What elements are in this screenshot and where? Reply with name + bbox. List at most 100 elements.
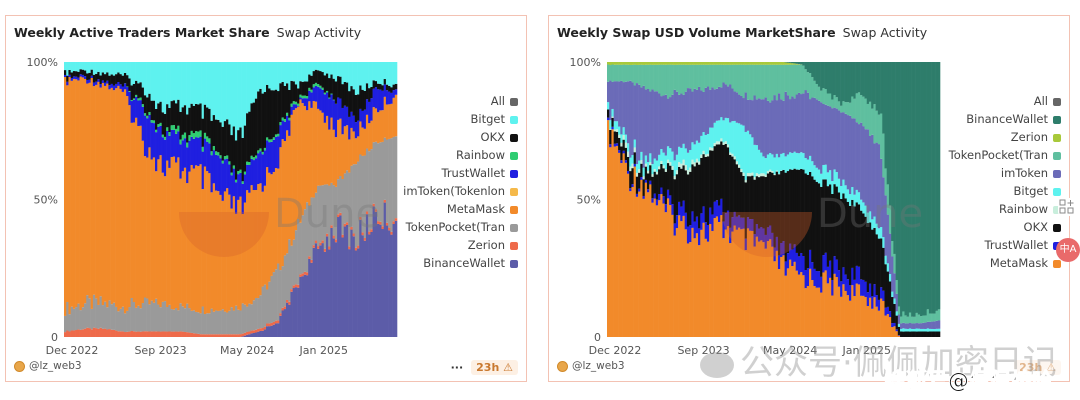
bar-segment-bitget[interactable]	[106, 62, 109, 73]
bar-segment-binancewallet[interactable]	[846, 62, 850, 103]
bar-segment-okx[interactable]	[880, 238, 883, 288]
bar-segment-tokenpockettran[interactable]	[891, 241, 894, 257]
bar-segment-bitget[interactable]	[766, 154, 770, 171]
bar-segment-bitget[interactable]	[345, 62, 349, 83]
bar-segment-trustwallet[interactable]	[618, 150, 621, 153]
bar-segment-metamask[interactable]	[840, 296, 843, 337]
bar-segment-trustwallet[interactable]	[341, 107, 345, 135]
bar-segment-okx[interactable]	[199, 103, 202, 131]
bar-segment-tokenpockettran[interactable]	[853, 98, 856, 119]
bar-segment-imtoken[interactable]	[611, 81, 614, 109]
bar-segment-metamask[interactable]	[651, 202, 654, 337]
bar-segment-trustwallet[interactable]	[755, 224, 759, 237]
bar-segment-trustwallet[interactable]	[81, 74, 85, 78]
bar-segment-okx[interactable]	[168, 108, 171, 133]
bar-segment-bitget[interactable]	[906, 328, 910, 332]
bar-segment-okx[interactable]	[194, 103, 198, 132]
bar-segment-zerion[interactable]	[72, 330, 76, 337]
bar-segment-rainbow[interactable]	[702, 150, 705, 155]
bar-segment-rainbow[interactable]	[297, 103, 300, 107]
bar-segment-tokenpockettran[interactable]	[871, 108, 874, 135]
bar-segment-trustwallet[interactable]	[254, 158, 258, 191]
bar-segment-trustwallet[interactable]	[112, 85, 116, 91]
bar-segment-imtoken[interactable]	[926, 321, 930, 329]
bar-segment-zerion[interactable]	[757, 62, 761, 65]
bar-segment-zerion[interactable]	[658, 62, 661, 65]
bar-segment-trustwallet[interactable]	[319, 88, 322, 111]
bar-segment-okx[interactable]	[804, 173, 808, 271]
bar-segment-okx[interactable]	[121, 75, 125, 87]
bar-segment-tokenpockettran[interactable]	[842, 101, 845, 113]
bar-segment-imtoken[interactable]	[735, 92, 739, 123]
bar-segment-okx[interactable]	[653, 171, 657, 194]
bar-segment-bitget[interactable]	[737, 123, 741, 165]
bar-segment-tokenpockettran[interactable]	[348, 172, 351, 247]
bar-segment-bitget[interactable]	[354, 62, 358, 95]
bar-segment-trustwallet[interactable]	[337, 97, 340, 120]
bar-segment-bitget[interactable]	[121, 62, 125, 76]
bar-segment-bitget[interactable]	[286, 62, 289, 84]
bar-segment-metamask[interactable]	[664, 212, 668, 337]
bar-segment-rainbow[interactable]	[183, 132, 187, 139]
bar-segment-okx[interactable]	[746, 176, 750, 218]
bar-segment-zerion[interactable]	[270, 322, 273, 326]
bar-segment-okx[interactable]	[651, 176, 654, 199]
bar-segment-okx[interactable]	[904, 331, 907, 337]
bar-segment-trustwallet[interactable]	[868, 283, 872, 298]
bar-segment-okx[interactable]	[702, 154, 705, 207]
bar-segment-trustwallet[interactable]	[232, 168, 236, 197]
bar-segment-metamask[interactable]	[175, 162, 178, 309]
bar-segment-metamask[interactable]	[135, 117, 138, 308]
bar-segment-tokenpockettran[interactable]	[72, 308, 76, 331]
bar-segment-rainbow[interactable]	[733, 156, 737, 160]
bar-segment-trustwallet[interactable]	[760, 227, 763, 241]
bar-segment-metamask[interactable]	[332, 129, 336, 186]
bar-segment-zerion[interactable]	[341, 234, 345, 238]
bar-segment-bitget[interactable]	[635, 164, 639, 173]
bar-segment-bitget[interactable]	[88, 62, 91, 73]
bar-segment-zerion[interactable]	[666, 62, 670, 65]
bar-segment-zerion[interactable]	[239, 334, 242, 337]
bar-segment-metamask[interactable]	[177, 157, 180, 311]
bar-segment-tokenpockettran[interactable]	[764, 64, 768, 98]
bar-segment-binancewallet[interactable]	[882, 62, 885, 134]
bar-segment-tokenpockettran[interactable]	[310, 197, 313, 260]
bar-segment-okx[interactable]	[390, 87, 393, 93]
bar-segment-binancewallet[interactable]	[257, 331, 260, 337]
bar-segment-binancewallet[interactable]	[862, 62, 865, 97]
bar-segment-tokenpockettran[interactable]	[773, 64, 777, 96]
bar-segment-rainbow[interactable]	[161, 134, 165, 138]
bar-segment-zerion[interactable]	[388, 227, 391, 231]
bar-segment-trustwallet[interactable]	[148, 114, 151, 148]
bar-segment-okx[interactable]	[658, 169, 661, 195]
bar-segment-rainbow[interactable]	[751, 172, 754, 176]
bar-segment-tokenpockettran[interactable]	[130, 297, 134, 332]
bar-segment-metamask[interactable]	[379, 110, 382, 143]
bar-segment-trustwallet[interactable]	[840, 281, 843, 297]
bar-segment-trustwallet[interactable]	[166, 130, 169, 161]
bar-segment-binancewallet[interactable]	[361, 235, 364, 337]
bar-segment-rainbow[interactable]	[252, 157, 256, 161]
bar-segment-okx[interactable]	[669, 165, 672, 196]
bar-segment-metamask[interactable]	[359, 121, 362, 155]
bar-segment-trustwallet[interactable]	[860, 279, 863, 296]
bar-segment-trustwallet[interactable]	[137, 100, 140, 126]
bar-segment-okx[interactable]	[64, 70, 67, 75]
bar-segment-zerion[interactable]	[208, 334, 211, 337]
bar-segment-okx[interactable]	[706, 156, 710, 225]
bar-segment-zerion[interactable]	[277, 320, 280, 324]
bar-segment-bitget[interactable]	[655, 160, 659, 172]
bar-segment-okx[interactable]	[172, 100, 176, 126]
bar-segment-metamask[interactable]	[352, 131, 356, 165]
bar-segment-zerion[interactable]	[343, 223, 347, 227]
bar-segment-zerion[interactable]	[673, 62, 677, 65]
bar-segment-rainbow[interactable]	[234, 179, 238, 183]
bar-segment-imtoken[interactable]	[775, 100, 779, 154]
bar-segment-binancewallet[interactable]	[904, 62, 907, 316]
bar-segment-zerion[interactable]	[81, 329, 85, 337]
bar-segment-metamask[interactable]	[212, 183, 216, 312]
bar-segment-okx[interactable]	[607, 109, 610, 118]
bar-segment-trustwallet[interactable]	[168, 135, 171, 168]
bar-segment-rainbow[interactable]	[257, 150, 260, 154]
bar-segment-metamask[interactable]	[101, 83, 105, 306]
